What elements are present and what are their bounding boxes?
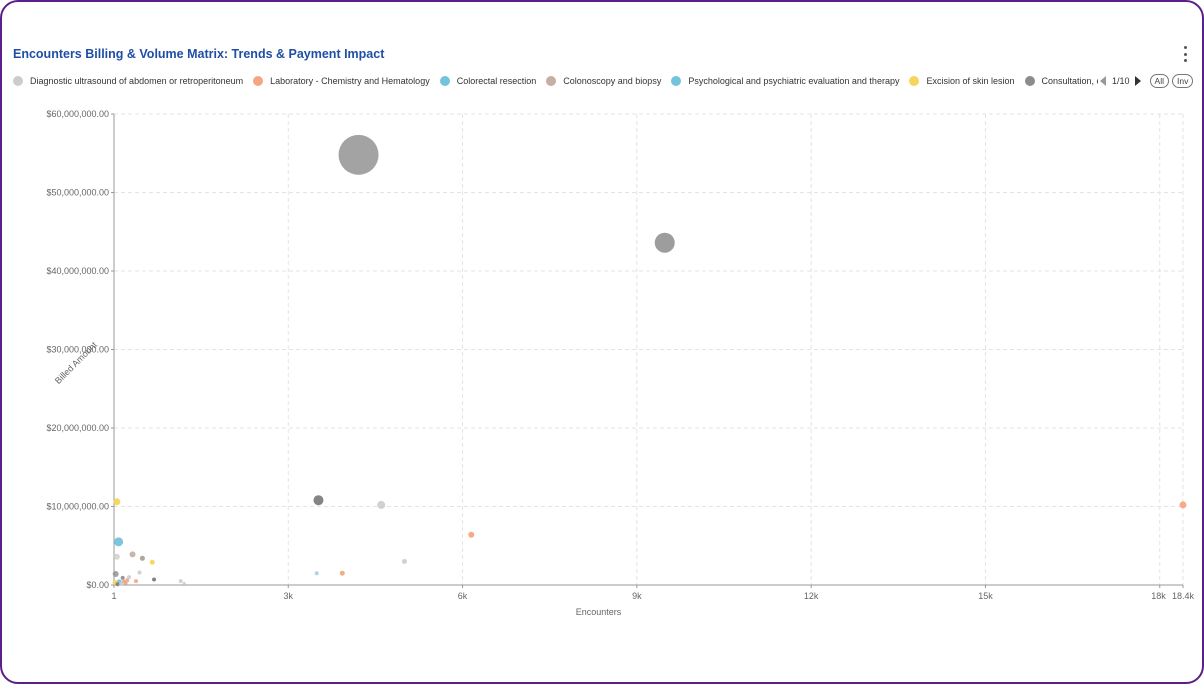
data-point <box>134 579 139 584</box>
legend-item-label: Consultation, evaluation, and preventati… <box>1041 76 1098 86</box>
legend-item-label: Colorectal resection <box>456 76 537 86</box>
legend-item[interactable]: Colonoscopy and biopsy <box>546 73 661 89</box>
legend-item[interactable]: Laboratory - Chemistry and Hematology <box>253 73 430 89</box>
legend-swatch-icon <box>671 76 682 86</box>
legend-next-icon[interactable] <box>1134 76 1141 86</box>
x-tick-label: 9k <box>632 591 642 601</box>
legend-page-indicator: 1/10 <box>1112 76 1130 86</box>
legend-swatch-icon <box>439 76 450 86</box>
data-point <box>178 579 183 584</box>
more-options-icon[interactable] <box>1182 46 1188 62</box>
data-point <box>113 553 120 560</box>
y-tick-label: $10,000,000.00 <box>46 502 109 512</box>
y-tick-label: $40,000,000.00 <box>46 266 109 276</box>
data-point <box>1179 501 1187 509</box>
legend-select-all-button[interactable]: All <box>1149 74 1169 88</box>
data-point <box>182 581 186 585</box>
legend-pagination: 1/10 All Inv <box>1100 73 1194 89</box>
data-point <box>377 500 386 509</box>
x-axis-label: Encounters <box>576 607 622 617</box>
y-tick-label: $0.00 <box>86 580 109 590</box>
x-tick-label: 18.4k <box>1172 591 1195 601</box>
legend-prev-icon[interactable] <box>1100 76 1106 86</box>
legend-swatch-icon <box>909 76 920 86</box>
data-point <box>152 577 157 582</box>
data-point <box>149 559 155 565</box>
data-point <box>338 134 379 175</box>
data-point <box>401 558 407 564</box>
legend-item[interactable]: Colorectal resection <box>439 73 537 89</box>
x-tick-label: 12k <box>804 591 819 601</box>
y-tick-label: $20,000,000.00 <box>46 423 109 433</box>
data-point <box>313 495 324 506</box>
y-tick-label: $30,000,000.00 <box>46 345 109 355</box>
legend: Diagnostic ultrasound of abdomen or retr… <box>13 73 1098 89</box>
data-point <box>114 537 124 547</box>
legend-item-label: Psychological and psychiatric evaluation… <box>688 76 900 86</box>
chart-title: Encounters Billing & Volume Matrix: Tren… <box>13 47 385 61</box>
legend-swatch-icon <box>546 76 557 86</box>
data-point <box>314 571 319 576</box>
data-point <box>113 498 121 506</box>
legend-item[interactable]: Psychological and psychiatric evaluation… <box>671 73 899 89</box>
legend-item-label: Excision of skin lesion <box>926 76 1015 86</box>
legend-item-label: Colonoscopy and biopsy <box>563 76 662 86</box>
data-point <box>112 571 119 578</box>
x-tick-label: 1 <box>111 591 116 601</box>
legend-item[interactable]: Consultation, evaluation, and preventati… <box>1024 73 1098 89</box>
x-tick-label: 15k <box>978 591 993 601</box>
x-tick-label: 3k <box>283 591 293 601</box>
data-point <box>115 582 120 587</box>
x-tick-label: 18k <box>1151 591 1166 601</box>
legend-swatch-icon <box>1024 76 1035 86</box>
legend-item-label: Diagnostic ultrasound of abdomen or retr… <box>30 76 244 86</box>
data-point <box>139 555 145 561</box>
data-point <box>129 551 136 558</box>
data-point <box>118 581 123 586</box>
data-point <box>137 570 142 575</box>
data-point <box>120 575 125 580</box>
legend-item-label: Laboratory - Chemistry and Hematology <box>270 76 430 86</box>
scatter-plot: $0.00 $10,000,000.00 $20,000,000.00 $30,000… <box>46 109 1195 617</box>
legend-item[interactable]: Excision of skin lesion <box>909 73 1015 89</box>
data-point <box>654 232 675 253</box>
y-tick-label: $60,000,000.00 <box>46 109 109 119</box>
data-point <box>468 531 475 538</box>
x-tick-label: 6k <box>458 591 468 601</box>
data-point <box>339 570 345 576</box>
legend-item[interactable]: Diagnostic ultrasound of abdomen or retr… <box>13 73 243 89</box>
data-point <box>127 575 132 580</box>
legend-swatch-icon <box>253 76 264 86</box>
legend-invert-button[interactable]: Inv <box>1171 74 1194 88</box>
data-point <box>121 579 126 584</box>
legend-swatch-icon <box>13 76 23 86</box>
y-tick-label: $50,000,000.00 <box>46 188 109 198</box>
